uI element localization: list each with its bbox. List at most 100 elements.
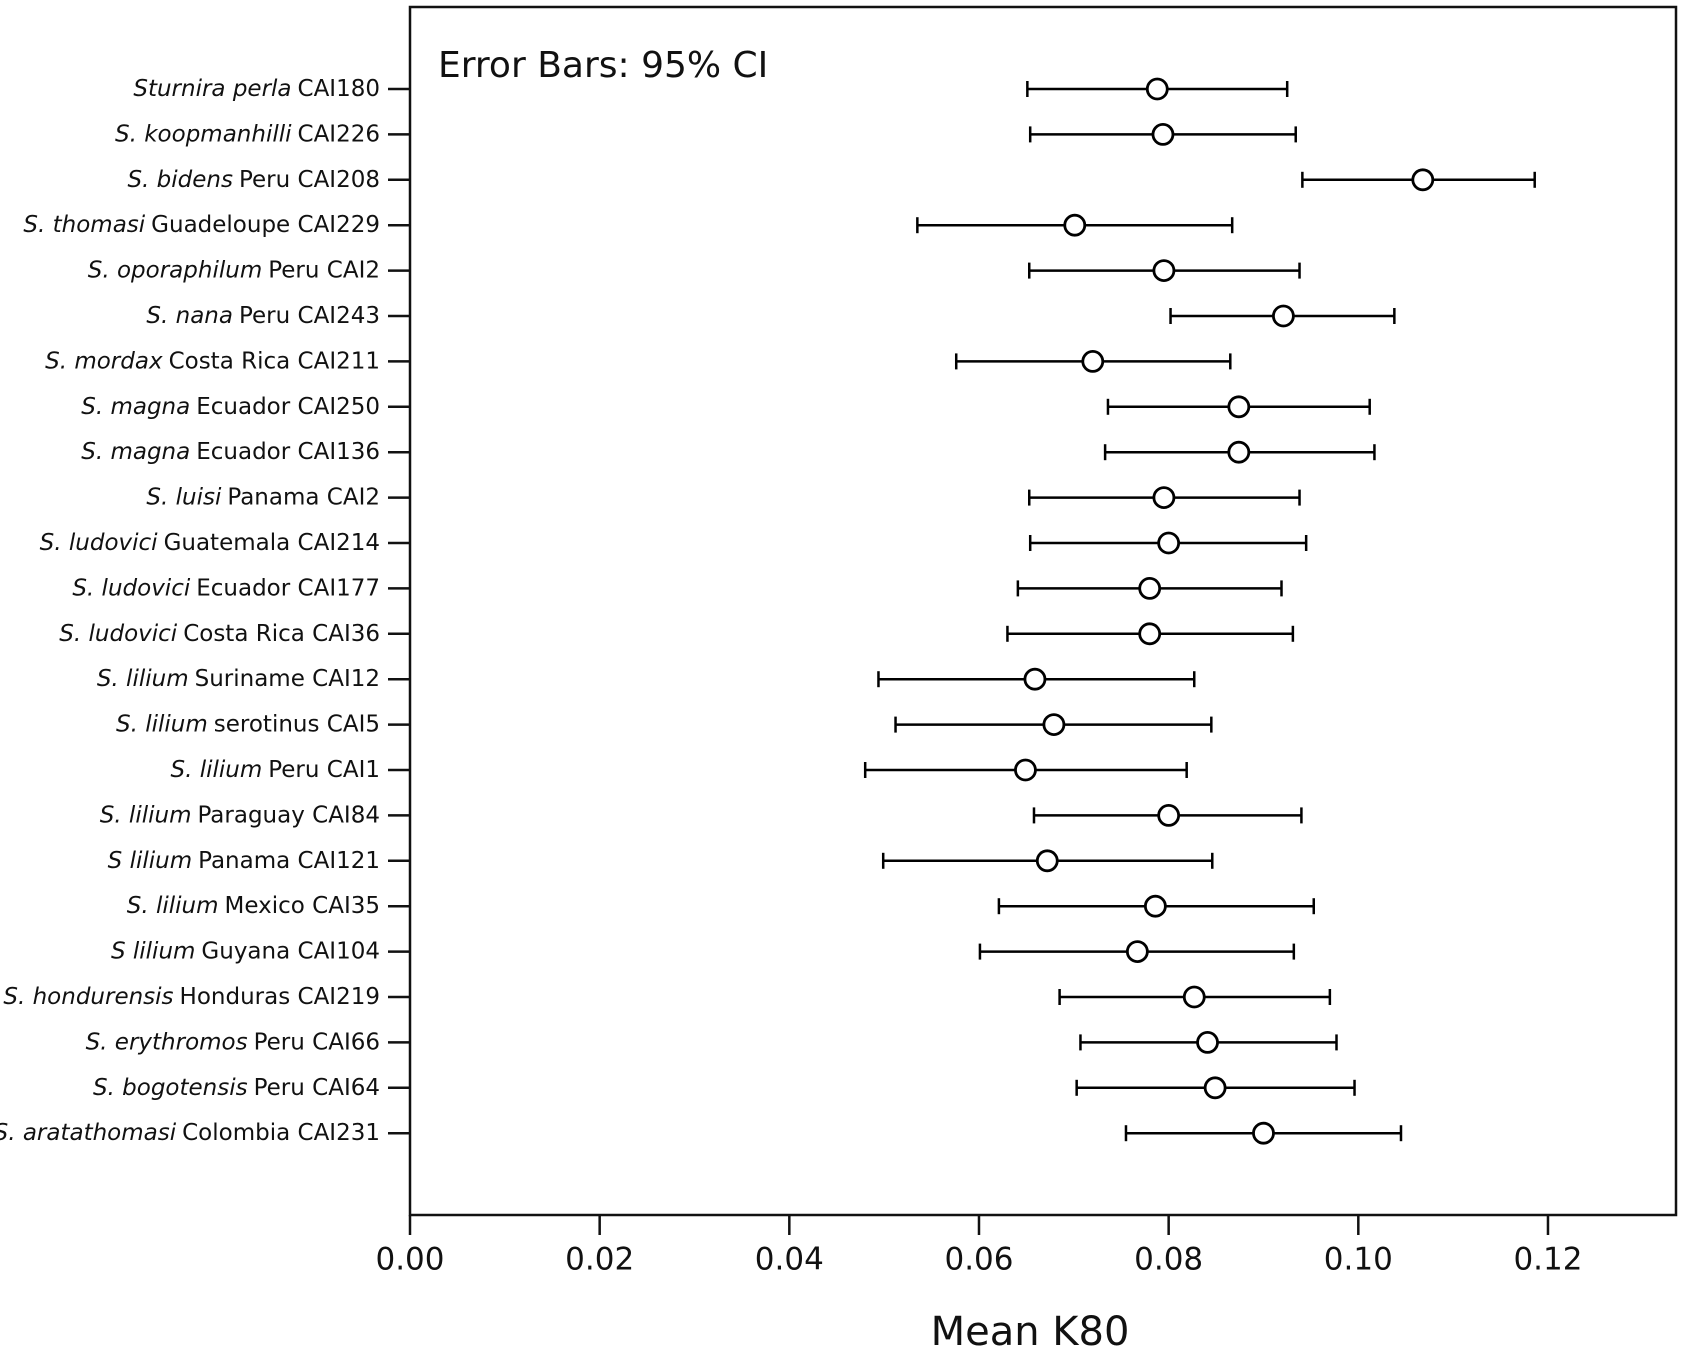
mean-marker [1196, 1031, 1219, 1054]
sample-label: CAI180 [298, 76, 380, 102]
y-tick-label: S. lilium Paraguay CAI84 [100, 802, 380, 828]
y-tick-label: S. bogotensis Peru CAI64 [93, 1074, 380, 1100]
mean-marker [1138, 622, 1162, 646]
species-name: S. aratathomasi [0, 1120, 177, 1146]
mean-marker [1411, 168, 1435, 192]
mean-marker [1203, 1076, 1227, 1100]
sample-label: Guadeloupe CAI229 [151, 212, 380, 238]
mean-marker [1125, 940, 1149, 963]
species-name: S. ludovici [72, 575, 191, 601]
mean-marker [1063, 213, 1087, 237]
sample-label: Honduras CAI219 [180, 984, 380, 1010]
y-tick-label: S. bidens Peru CAI208 [127, 166, 380, 192]
species-name: S. bidens [127, 166, 233, 192]
mean-marker [1271, 304, 1295, 328]
sample-label: Ecuador CAI136 [196, 439, 380, 465]
species-name: S. bogotensis [93, 1074, 248, 1100]
sample-label: Guyana CAI104 [201, 938, 380, 964]
sample-label: serotinus CAI5 [214, 711, 380, 737]
species-name: S lilium [108, 847, 192, 873]
species-name: S. mordax [45, 348, 163, 374]
sample-label: Panama CAI2 [227, 484, 380, 510]
y-tick-label: S. ludovici Costa Rica CAI36 [59, 620, 380, 646]
mean-marker [1151, 122, 1175, 146]
y-tick-label: S. lilium serotinus CAI5 [116, 711, 380, 737]
species-name: S. magna [81, 393, 190, 419]
annotation: Error Bars: 95% CI [438, 45, 768, 86]
species-name: S. koopmanhilli [115, 121, 292, 147]
mean-marker [1145, 77, 1169, 101]
mean-marker [1157, 804, 1181, 827]
sample-label: Panama CAI121 [198, 847, 380, 873]
mean-marker [1227, 395, 1251, 419]
y-tick-label: S. oporaphilum Peru CAI2 [88, 257, 380, 283]
sample-label: Peru CAI64 [254, 1074, 380, 1100]
mean-marker [1035, 849, 1059, 873]
mean-marker [1152, 259, 1176, 283]
y-tick-label: S. ludovici Ecuador CAI177 [72, 575, 380, 601]
sample-label: Mexico CAI35 [225, 893, 380, 919]
sample-label: Suriname CAI12 [195, 666, 380, 692]
species-name: S. lilium [127, 893, 219, 919]
y-tick-label: S. luisi Panama CAI2 [146, 484, 380, 510]
sample-label: Costa Rica CAI211 [169, 348, 380, 374]
sample-label: Costa Rica CAI36 [183, 620, 380, 646]
x-tick-label: 0.00 [375, 1242, 444, 1278]
sample-label: Ecuador CAI250 [196, 393, 380, 419]
y-tick-label: S. magna Ecuador CAI250 [81, 393, 380, 419]
y-tick-label: S. thomasi Guadeloupe CAI229 [23, 212, 380, 238]
sample-label: Peru CAI243 [239, 303, 380, 329]
y-tick-label: S. hondurensis Honduras CAI219 [3, 984, 380, 1010]
y-tick-label: S. magna Ecuador CAI136 [81, 439, 380, 465]
species-name: S. lilium [170, 757, 262, 783]
mean-marker [1023, 667, 1047, 691]
sample-label: Guatemala CAI214 [164, 530, 380, 556]
y-tick-label: S lilium Panama CAI121 [108, 847, 380, 873]
mean-marker [1252, 1121, 1275, 1145]
mean-marker [1143, 894, 1167, 918]
mean-marker [1182, 985, 1206, 1009]
y-tick-label: S. mordax Costa Rica CAI211 [45, 348, 380, 374]
species-name: S. ludovici [40, 530, 159, 556]
sample-label: Paraguay CAI84 [197, 802, 380, 828]
x-tick-label: 0.08 [1134, 1242, 1203, 1278]
species-name: Sturnira perla [133, 76, 291, 102]
species-name: S lilium [111, 938, 195, 964]
x-axis-title: Mean K80 [931, 1309, 1130, 1355]
y-tick-label: S. erythromos Peru CAI66 [86, 1029, 380, 1055]
x-tick-label: 0.04 [755, 1242, 824, 1278]
y-tick-label: S. lilium Peru CAI1 [170, 757, 380, 783]
species-name: S. lilium [97, 666, 189, 692]
species-name: S. lilium [116, 711, 208, 737]
x-tick-label: 0.06 [944, 1242, 1013, 1278]
sample-label: Ecuador CAI177 [196, 575, 380, 601]
species-name: S. erythromos [86, 1029, 248, 1055]
mean-marker [1227, 440, 1251, 464]
sample-label: Colombia CAI231 [182, 1120, 380, 1146]
y-tick-label: S lilium Guyana CAI104 [111, 938, 380, 964]
species-name: S. thomasi [23, 212, 145, 238]
species-name: S. luisi [146, 484, 222, 510]
mean-marker [1152, 486, 1176, 510]
mean-marker [1014, 758, 1037, 782]
x-tick-label: 0.12 [1513, 1242, 1582, 1278]
y-tick-label: S. nana Peru CAI243 [146, 303, 380, 329]
species-name: S. oporaphilum [88, 257, 262, 283]
sample-label: Peru CAI1 [268, 757, 380, 783]
mean-marker [1081, 349, 1105, 373]
y-tick-label: Sturnira perla CAI180 [133, 76, 380, 102]
x-tick-label: 0.10 [1324, 1242, 1393, 1278]
y-tick-label: S. ludovici Guatemala CAI214 [40, 530, 380, 556]
y-tick-label: S. lilium Suriname CAI12 [97, 666, 380, 692]
plot-frame [408, 5, 1678, 1217]
sample-label: Peru CAI2 [268, 257, 380, 283]
y-tick-label: S. aratathomasi Colombia CAI231 [0, 1120, 380, 1146]
y-tick-label: S. koopmanhilli CAI226 [115, 121, 380, 147]
species-name: S. hondurensis [3, 984, 173, 1010]
species-name: S. lilium [100, 802, 192, 828]
mean-marker [1157, 531, 1181, 555]
sample-label: Peru CAI66 [254, 1029, 380, 1055]
sample-label: Peru CAI208 [239, 166, 380, 192]
species-name: S. magna [81, 439, 190, 465]
